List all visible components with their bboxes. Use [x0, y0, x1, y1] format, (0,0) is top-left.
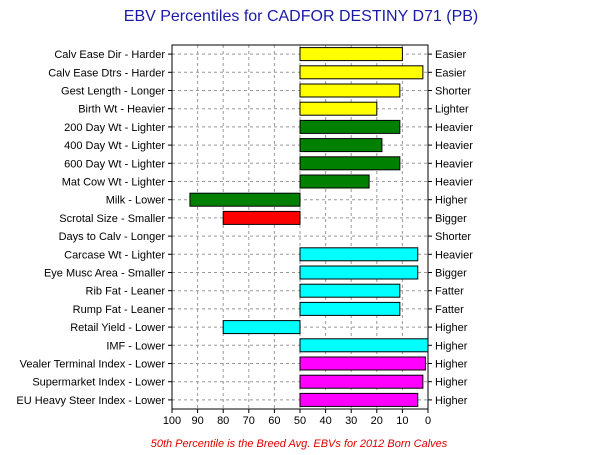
trait-label-left: Days to Calv - Longer	[59, 231, 166, 243]
trait-label-left: EU Heavy Steer Index - Lower	[16, 395, 165, 407]
bar	[299, 301, 401, 316]
x-tick-label: 90	[191, 415, 203, 427]
chart-footnote: 50th Percentile is the Breed Avg. EBVs f…	[151, 438, 448, 450]
trait-label-left: 200 Day Wt - Lighter	[64, 122, 165, 134]
trait-label-right: Bigger	[435, 213, 467, 225]
bar-group	[189, 47, 429, 407]
bar	[299, 247, 419, 262]
trait-label-left: Calv Ease Dir - Harder	[54, 49, 165, 61]
x-tick-label: 80	[217, 415, 229, 427]
bar	[299, 174, 370, 189]
bar	[189, 192, 301, 207]
trait-label-right: Higher	[435, 395, 468, 407]
trait-label-left: Mat Cow Wt - Lighter	[62, 177, 166, 189]
bar	[222, 320, 301, 335]
trait-label-right: Heavier	[435, 177, 473, 189]
trait-label-right: Heavier	[435, 122, 473, 134]
x-tick-label: 40	[319, 415, 331, 427]
chart-title: EBV Percentiles for CADFOR DESTINY D71 (…	[124, 8, 478, 25]
trait-label-left: Milk - Lower	[106, 195, 166, 207]
trait-label-right: Heavier	[435, 249, 473, 261]
bar	[299, 283, 401, 298]
trait-label-left: Retail Yield - Lower	[70, 322, 165, 334]
bar	[222, 210, 301, 225]
trait-label-left: Rump Fat - Leaner	[73, 304, 166, 316]
trait-label-left: Rib Fat - Leaner	[86, 286, 166, 298]
trait-label-left: Vealer Terminal Index - Lower	[20, 359, 166, 371]
x-tick-label: 30	[345, 415, 357, 427]
bar	[299, 119, 401, 134]
trait-label-left: 400 Day Wt - Lighter	[64, 140, 165, 152]
trait-label-left: Carcase Wt - Lighter	[64, 249, 165, 261]
bar	[299, 65, 424, 80]
right-trait-labels: Easier Easier Shorter Lighter Heavier Heavier…	[435, 49, 473, 407]
bar	[299, 47, 403, 62]
x-tick-label: 70	[243, 415, 255, 427]
bar	[299, 374, 424, 389]
trait-label-right: Shorter	[435, 86, 471, 98]
trait-label-left: 600 Day Wt - Lighter	[64, 158, 165, 170]
trait-label-right: Higher	[435, 195, 468, 207]
trait-label-right: Higher	[435, 322, 468, 334]
trait-label-right: Higher	[435, 359, 468, 371]
bar	[299, 156, 401, 171]
trait-label-right: Higher	[435, 340, 468, 352]
x-tick-label: 100	[163, 415, 181, 427]
trait-label-right: Fatter	[435, 304, 464, 316]
trait-label-right: Heavier	[435, 158, 473, 170]
grid-lines	[168, 45, 432, 409]
trait-label-right: Lighter	[435, 104, 469, 116]
trait-label-right: Bigger	[435, 268, 467, 280]
trait-label-right: Shorter	[435, 231, 471, 243]
x-axis-ticks: 100 90 80 70 60 50 40 30 20 10 0	[163, 409, 431, 427]
x-tick-label: 0	[425, 415, 431, 427]
left-trait-labels: Calv Ease Dir - Harder Calv Ease Dtrs - H…	[16, 49, 165, 407]
x-tick-label: 50	[294, 415, 306, 427]
trait-label-right: Fatter	[435, 286, 464, 298]
bar	[299, 338, 429, 353]
bar	[299, 138, 383, 153]
trait-label-right: Higher	[435, 377, 468, 389]
trait-label-left: Birth Wt - Heavier	[78, 104, 165, 116]
trait-label-right: Easier	[435, 49, 467, 61]
x-tick-label: 20	[371, 415, 383, 427]
trait-label-left: Scrotal Size - Smaller	[59, 213, 165, 225]
bar	[299, 83, 401, 98]
bar	[299, 356, 426, 371]
x-tick-label: 60	[268, 415, 280, 427]
trait-label-left: IMF - Lower	[106, 340, 165, 352]
trait-label-right: Heavier	[435, 140, 473, 152]
trait-label-left: Supermarket Index - Lower	[32, 377, 165, 389]
trait-label-left: Eye Musc Area - Smaller	[44, 268, 165, 280]
bar	[299, 101, 378, 116]
trait-label-left: Gest Length - Longer	[61, 86, 165, 98]
trait-label-left: Calv Ease Dtrs - Harder	[48, 67, 165, 79]
bar	[299, 392, 419, 407]
bar	[299, 265, 419, 280]
trait-label-right: Easier	[435, 67, 467, 79]
x-tick-label: 10	[396, 415, 408, 427]
